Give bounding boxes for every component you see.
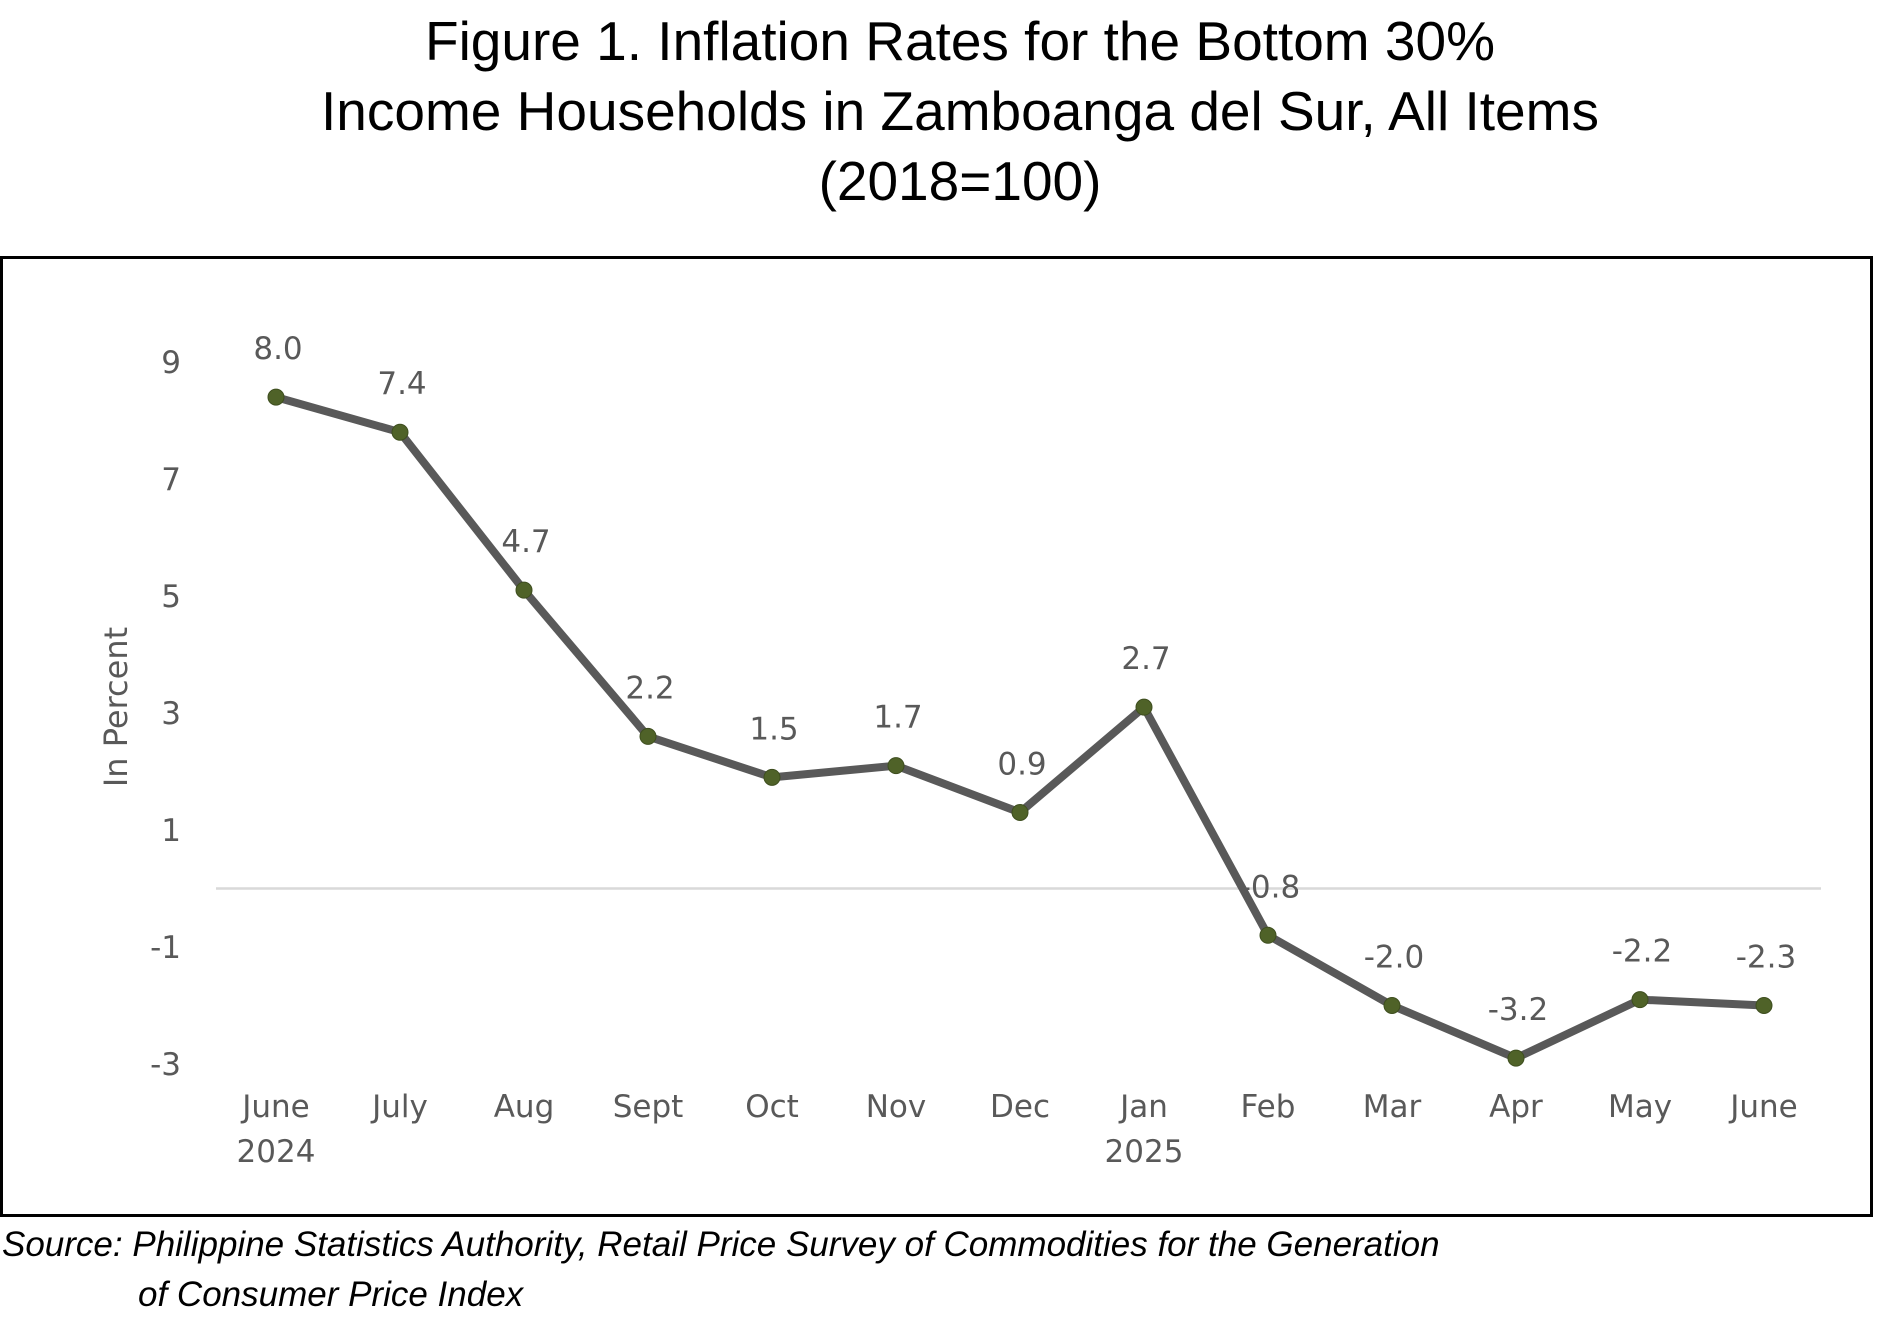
x-category-label: June [240, 1089, 310, 1125]
data-point [1755, 997, 1773, 1014]
data-point [391, 423, 409, 441]
x-category-label: Aug [494, 1089, 555, 1125]
data-point [1135, 698, 1153, 716]
chart-frame: 9 7 5 3 1 -1 -3 In Percent June 2024 July Aug Sept Oc… [0, 256, 1873, 1217]
data-label: -2.0 [1364, 940, 1425, 976]
source-line-2: of Consumer Price Index [138, 1275, 524, 1314]
x-category-label: July [370, 1089, 428, 1125]
data-label: 2.2 [625, 670, 674, 706]
x-category-label: Oct [745, 1089, 799, 1125]
y-tick-label: 1 [161, 813, 181, 849]
x-category-label: Sept [613, 1089, 684, 1125]
y-tick-label: -1 [150, 930, 181, 966]
data-label: 1.5 [749, 711, 798, 747]
x-category-year-label: 2025 [1105, 1134, 1184, 1170]
y-tick-label: 5 [161, 579, 181, 615]
y-tick-label: 3 [161, 696, 181, 732]
data-point [887, 757, 905, 775]
title-line-1: Figure 1. Inflation Rates for the Bottom… [424, 10, 1495, 72]
data-point [1259, 926, 1277, 944]
series-line [272, 393, 1768, 1063]
x-category-label: Nov [866, 1089, 927, 1125]
x-category-label: Mar [1363, 1089, 1422, 1125]
y-tick-label: 9 [161, 345, 181, 381]
source-line-1: Source: Philippine Statistics Authority,… [2, 1225, 1440, 1264]
data-point [1383, 997, 1401, 1014]
x-category-label: Jan [1118, 1089, 1168, 1125]
data-label: -2.2 [1612, 934, 1673, 970]
data-point [1631, 991, 1649, 1009]
data-point [1011, 803, 1029, 821]
data-point [763, 768, 781, 786]
data-point [1507, 1049, 1525, 1067]
source-note: Source: Philippine Statistics Authority,… [2, 1220, 1440, 1320]
data-point [515, 581, 533, 599]
x-category-label: June [1728, 1089, 1798, 1125]
data-point [639, 727, 657, 745]
y-tick-label: 7 [161, 462, 181, 498]
line-chart: 9 7 5 3 1 -1 -3 In Percent June 2024 July Aug Sept Oc… [97, 331, 1821, 1170]
data-label: 2.7 [1121, 641, 1170, 677]
data-label: -0.8 [1240, 869, 1301, 905]
data-label: 0.9 [997, 746, 1046, 782]
data-label: -2.3 [1736, 940, 1797, 976]
title-line-3: (2018=100) [818, 150, 1102, 212]
title-line-2: Income Households in Zamboanga del Sur, … [321, 80, 1599, 142]
x-category-label: Dec [990, 1089, 1050, 1125]
data-label: 8.0 [253, 331, 302, 367]
data-label: 4.7 [501, 524, 550, 560]
data-label: -3.2 [1488, 992, 1549, 1028]
chart-title: Figure 1. Inflation Rates for the Bottom… [0, 6, 1877, 216]
data-point [267, 388, 285, 406]
x-category-year-label: 2024 [237, 1134, 316, 1170]
x-category-label: Apr [1489, 1089, 1543, 1125]
y-tick-label: -3 [150, 1047, 181, 1083]
y-axis-label: In Percent [97, 627, 135, 787]
data-label: 1.7 [873, 700, 922, 736]
data-label: 7.4 [377, 366, 426, 402]
x-category-label: Feb [1241, 1089, 1296, 1125]
x-category-label: May [1608, 1089, 1672, 1125]
